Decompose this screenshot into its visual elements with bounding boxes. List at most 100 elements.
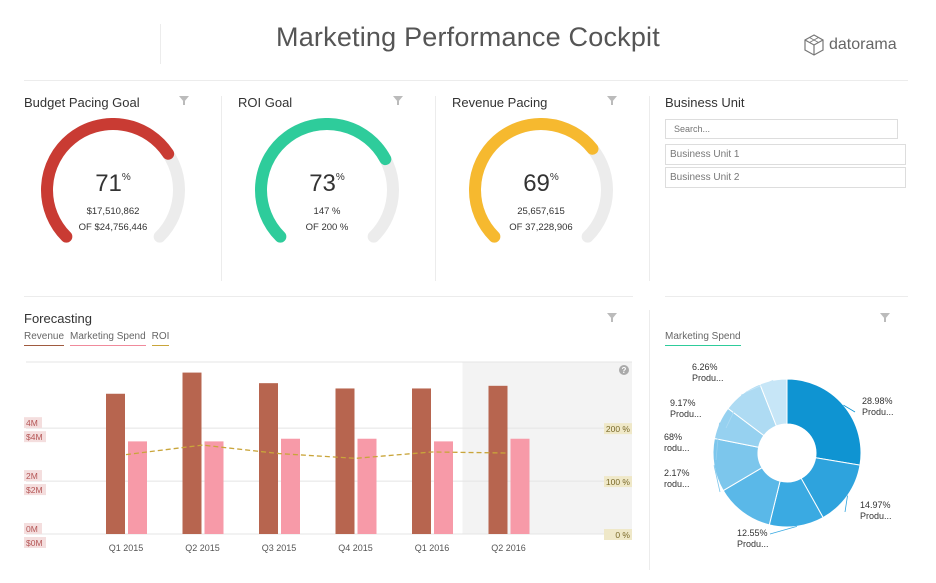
y-tick-bg: [24, 523, 42, 534]
y-tick-revenue: 0M: [26, 524, 38, 534]
donut-slice: [759, 378, 788, 427]
donut-slice-name: Produ...: [737, 539, 769, 549]
donut-slice-percent: 12.55%: [737, 528, 768, 538]
legend-revenue[interactable]: Revenue: [24, 331, 65, 346]
logo-text: datorama: [829, 36, 897, 53]
gauge-percent: 69%: [468, 170, 614, 198]
gauge-percent-sign: %: [335, 172, 345, 183]
y-tick-spend: $2M: [26, 485, 43, 495]
y-tick-bg: [604, 423, 632, 435]
y-tick-spend: $0M: [26, 538, 43, 548]
forecast-shaded-area: [462, 362, 632, 534]
x-tick-label: Q1 2016: [415, 543, 450, 553]
donut-slice-name: Produ...: [692, 373, 724, 383]
bar-revenue: [259, 383, 278, 534]
gauge-arc: [41, 118, 185, 243]
bar-marketing-spend: [281, 438, 300, 534]
gauge-fill: [41, 118, 175, 243]
logo-cube-icon: [804, 34, 824, 56]
gauge-percent: 71%: [40, 170, 186, 198]
donut-leader-line: [843, 404, 856, 413]
y-tick-bg: [24, 470, 42, 482]
gauge-title: Revenue Pacing: [452, 95, 548, 110]
bar-marketing-spend: [204, 441, 224, 534]
x-tick-label: Q4 2015: [338, 543, 373, 553]
forecasting-filter-icon[interactable]: [607, 313, 617, 322]
y-tick-roi: 0 %: [615, 530, 630, 540]
bar-marketing-spend: [434, 441, 453, 534]
gauge-title: ROI Goal: [238, 95, 293, 110]
header-divider: [160, 24, 161, 64]
section-rule-left: [24, 296, 633, 297]
bar-revenue: [412, 388, 431, 534]
gauge-filter-icon[interactable]: [393, 96, 403, 105]
donut-slice-name: rodu...: [664, 443, 690, 453]
donut-slice-percent: 28.98%: [862, 396, 893, 406]
donut-slice-name: Produ...: [862, 407, 894, 417]
legend-roi[interactable]: ROI: [151, 331, 170, 346]
help-icon: [619, 365, 629, 375]
gauge-title: Budget Pacing Goal: [24, 95, 140, 110]
gauge-target: OF $24,756,446: [78, 222, 148, 233]
gauge-value: 147 %: [313, 206, 341, 217]
y-tick-roi: 100 %: [606, 477, 631, 487]
donut-slice-name: rodu...: [664, 479, 690, 489]
gauge-divider-2: [435, 96, 436, 281]
bar-revenue: [182, 372, 202, 534]
gauge-target: OF 37,228,906: [509, 222, 573, 233]
datorama-logo: datorama: [803, 34, 897, 56]
y-tick-bg: [24, 417, 42, 429]
y-tick-bg: [604, 476, 632, 488]
gauge-value: 25,657,615: [517, 206, 565, 217]
page-title: Marketing Performance Cockpit: [276, 22, 660, 52]
gauge-percent-sign: %: [549, 172, 559, 183]
bar-revenue: [488, 385, 508, 534]
gauge-percent-value: 71: [95, 170, 122, 197]
bottom-divider: [649, 310, 650, 570]
bar-marketing-spend: [128, 441, 147, 534]
y-tick-revenue: 4M: [26, 418, 38, 428]
help-icon-glyph: ?: [622, 366, 627, 375]
donut-leader-line: [725, 393, 743, 429]
donut-slice-name: Produ...: [860, 511, 892, 521]
y-tick-bg: [24, 431, 46, 443]
donut-slice-percent: 68%: [664, 432, 682, 442]
gauge-filter-icon[interactable]: [179, 96, 189, 105]
legend-marketing-spend[interactable]: Marketing Spend: [70, 331, 146, 346]
x-tick-label: Q1 2015: [109, 543, 144, 553]
gauge-fill: [469, 118, 599, 243]
bar-revenue: [106, 393, 125, 534]
donut-leader-line: [715, 422, 720, 461]
gauge-divider-1: [221, 96, 222, 281]
y-tick-revenue: 2M: [26, 471, 38, 481]
x-tick-label: Q3 2015: [262, 543, 297, 553]
bar-marketing-spend: [510, 438, 530, 534]
y-tick-bg: [604, 529, 632, 540]
gauge-percent-sign: %: [121, 172, 131, 183]
donut-slice-percent: 9.17%: [670, 398, 696, 408]
marketing-spend-filter-icon[interactable]: [880, 313, 890, 322]
donut-slice-percent: 6.26%: [692, 362, 718, 372]
gauge-value: $17,510,862: [86, 206, 140, 217]
donut-slice-name: Produ...: [670, 409, 702, 419]
marketing-spend-tab[interactable]: Marketing Spend: [665, 331, 741, 346]
gauge-percent-value: 69: [523, 170, 550, 197]
donut-slice-percent: 2.17%: [664, 468, 690, 478]
x-tick-label: Q2 2015: [185, 543, 220, 553]
business-unit-item-1[interactable]: Business Unit 1: [665, 144, 906, 165]
header-rule: [24, 80, 908, 81]
donut-leader-line: [713, 465, 721, 493]
business-unit-search-input[interactable]: [665, 119, 898, 139]
bar-marketing-spend: [357, 438, 377, 534]
business-unit-title: Business Unit: [665, 95, 745, 110]
forecasting-chart: Q1 2015 Q2 2015 Q3 2015 Q4 2015 Q1 2016 Q2 20…: [24, 361, 632, 553]
y-tick-spend: $4M: [26, 432, 43, 442]
donut-leader-line: [769, 525, 798, 535]
section-rule-right: [665, 296, 908, 297]
gauge-filter-icon[interactable]: [607, 96, 617, 105]
forecasting-title: Forecasting: [24, 311, 92, 326]
business-unit-item-2[interactable]: Business Unit 2: [665, 167, 906, 188]
roi-line: [125, 444, 509, 459]
y-tick-bg: [24, 484, 46, 496]
forecasting-legend: Revenue Marketing Spend ROI: [24, 331, 170, 346]
